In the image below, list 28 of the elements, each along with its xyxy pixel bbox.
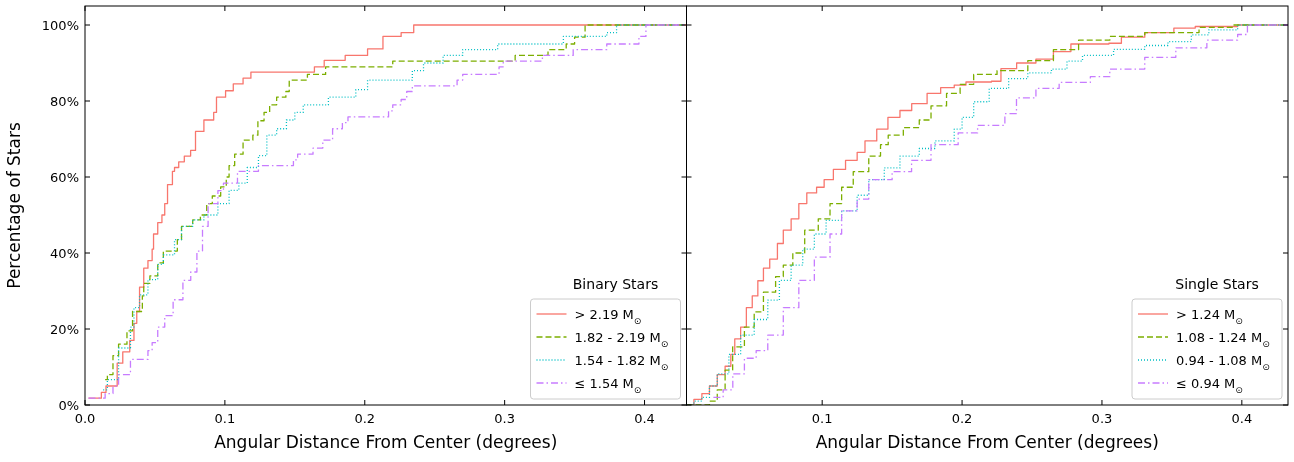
x-tick-label: 0.4 — [634, 411, 655, 426]
y-tick-label: 0% — [58, 398, 79, 413]
legend-label: 1.08 - 1.24 M$_{⊙}$ — [1176, 330, 1270, 349]
y-tick-label: 40% — [50, 246, 79, 261]
legend-title: Binary Stars — [572, 276, 659, 292]
x-tick-label: 0.2 — [354, 411, 376, 426]
x-tick-label: 0.3 — [1091, 411, 1113, 426]
x-tick-label: 0.3 — [494, 411, 515, 426]
x-tick-label: 0.2 — [951, 411, 973, 426]
legend-label: 1.82 - 2.19 M$_{⊙}$ — [574, 330, 669, 349]
y-tick-label: 20% — [50, 322, 79, 337]
legend-title: Single Stars — [1175, 276, 1259, 292]
legend-label: > 1.24 M$_{⊙}$ — [1176, 307, 1243, 326]
x-tick-label: 0.0 — [74, 411, 96, 426]
legend-label: ≤ 0.94 M$_{⊙}$ — [1176, 376, 1243, 395]
x-axis-title: Angular Distance From Center (degrees) — [815, 432, 1159, 452]
x-tick-label: 0.1 — [811, 411, 833, 426]
legend-label: 1.54 - 1.82 M$_{⊙}$ — [574, 353, 669, 372]
y-axis-title: Percentage of Stars — [4, 122, 24, 289]
y-tick-label: 60% — [50, 170, 79, 185]
x-axis-title: Angular Distance From Center (degrees) — [214, 432, 558, 452]
legend-label: ≤ 1.54 M$_{⊙}$ — [574, 376, 642, 395]
y-tick-label: 100% — [41, 18, 79, 33]
legend-label: 0.94 - 1.08 M$_{⊙}$ — [1176, 353, 1270, 372]
legend-label: > 2.19 M$_{⊙}$ — [574, 307, 642, 326]
x-tick-label: 0.4 — [1231, 411, 1253, 426]
y-tick-label: 80% — [50, 94, 79, 109]
x-tick-label: 0.1 — [214, 411, 236, 426]
